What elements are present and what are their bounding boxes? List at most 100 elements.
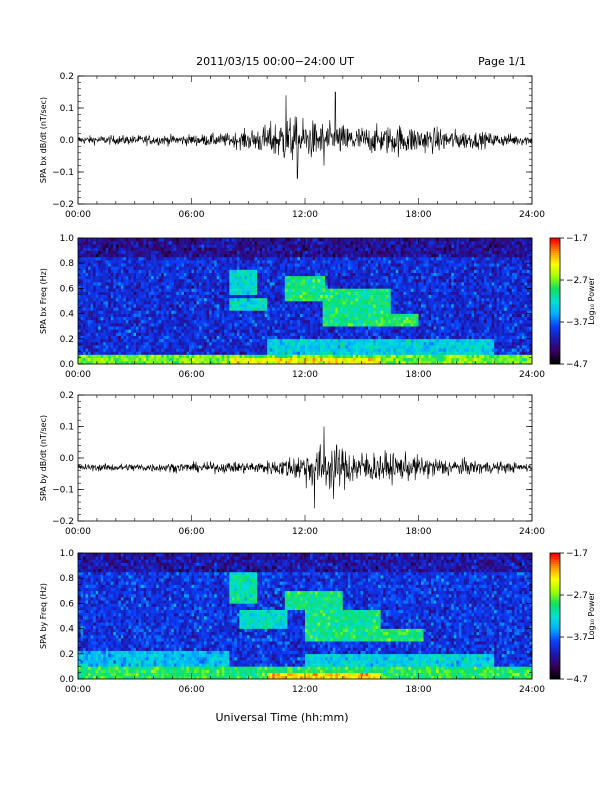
heatmap-cell <box>378 335 381 340</box>
heatmap-cell <box>294 263 298 267</box>
heatmap-cell <box>216 301 220 305</box>
heatmap-cell <box>113 335 117 340</box>
heatmap-cell <box>163 244 167 248</box>
heatmap-cell <box>166 310 170 314</box>
heatmap-cell <box>299 348 303 352</box>
x-tick-label: 06:00 <box>179 210 205 220</box>
heatmap-cell <box>337 294 341 299</box>
heatmap-cell <box>322 338 326 343</box>
heatmap-cell <box>239 319 243 324</box>
heatmap-cell <box>171 329 175 333</box>
heatmap-cell <box>136 250 139 255</box>
heatmap-cell <box>191 294 195 299</box>
heatmap-cell <box>259 357 263 362</box>
heatmap-cell <box>327 288 331 292</box>
heatmap-cell <box>88 348 91 352</box>
heatmap-cell <box>322 301 326 305</box>
heatmap-cell <box>269 269 273 273</box>
heatmap-cell <box>325 345 328 349</box>
heatmap-cell <box>370 326 374 330</box>
heatmap-cell <box>289 278 293 283</box>
heatmap-cell <box>246 301 250 305</box>
heatmap-cell <box>176 319 180 324</box>
heatmap-cell <box>93 326 96 330</box>
heatmap-cell <box>244 360 248 365</box>
heatmap-cell <box>327 316 331 321</box>
heatmap-cell <box>267 351 270 355</box>
heatmap-cell <box>249 260 253 264</box>
heatmap-cell <box>332 275 336 280</box>
heatmap-cell <box>284 241 288 245</box>
heatmap-cell <box>368 323 371 327</box>
heatmap-cell <box>234 323 238 327</box>
heatmap-cell <box>352 348 356 352</box>
heatmap-cell <box>110 282 114 286</box>
heatmap-cell <box>196 297 200 302</box>
heatmap-cell <box>166 278 170 283</box>
heatmap-cell <box>246 260 250 264</box>
heatmap-cell <box>133 345 137 349</box>
heatmap-cell <box>183 278 187 283</box>
heatmap-cell <box>327 253 331 258</box>
heatmap-cell <box>136 310 139 314</box>
heatmap-cell <box>125 272 129 277</box>
heatmap-cell <box>85 335 89 340</box>
heatmap-cell <box>183 313 187 318</box>
heatmap-cell <box>340 294 344 299</box>
heatmap-cell <box>216 354 220 358</box>
heatmap-cell <box>156 348 160 352</box>
heatmap-cell <box>297 294 301 299</box>
heatmap-cell <box>85 278 89 283</box>
heatmap-cell <box>259 341 263 346</box>
heatmap-cell <box>241 247 245 251</box>
heatmap-cell <box>148 345 152 349</box>
heatmap-cell <box>357 329 361 333</box>
heatmap-cell <box>141 282 144 286</box>
heatmap-cell <box>188 319 192 324</box>
heatmap-cell <box>310 238 313 242</box>
heatmap-cell <box>158 247 162 251</box>
heatmap-cell <box>108 275 112 280</box>
heatmap-cell <box>199 329 202 333</box>
heatmap-cell <box>317 341 321 346</box>
heatmap-cell <box>378 291 381 295</box>
heatmap-cell <box>153 250 157 255</box>
heatmap-cell <box>151 332 154 336</box>
heatmap-cell <box>138 348 142 352</box>
heatmap-cell <box>269 291 273 295</box>
heatmap-cell <box>141 316 144 321</box>
heatmap-cell <box>115 263 119 267</box>
heatmap-cell <box>118 335 122 340</box>
heatmap-cell <box>332 357 336 362</box>
heatmap-cell <box>199 304 202 308</box>
heatmap-cell <box>105 316 109 321</box>
heatmap-cell <box>224 256 228 261</box>
heatmap-cell <box>347 310 351 314</box>
heatmap-cell <box>373 338 376 343</box>
heatmap-cell <box>78 250 81 255</box>
heatmap-cell <box>151 256 154 261</box>
heatmap-cell <box>178 272 182 277</box>
heatmap-cell <box>78 341 81 346</box>
heatmap-cell <box>148 329 152 333</box>
heatmap-cell <box>297 301 301 305</box>
heatmap-cell <box>264 348 268 352</box>
heatmap-cell <box>151 338 154 343</box>
heatmap-cell <box>206 297 210 302</box>
heatmap-cell <box>365 351 369 355</box>
heatmap-cell <box>282 275 286 280</box>
heatmap-cell <box>297 332 301 336</box>
heatmap-cell <box>320 238 323 242</box>
heatmap-cell <box>95 329 99 333</box>
heatmap-cell <box>120 319 124 324</box>
heatmap-cell <box>226 282 230 286</box>
heatmap-cell <box>219 266 223 270</box>
heatmap-cell <box>257 238 260 242</box>
heatmap-cell <box>171 272 175 277</box>
heatmap-cell <box>383 260 387 264</box>
heatmap-cell <box>148 326 152 330</box>
heatmap-cell <box>95 326 99 330</box>
heatmap-cell <box>156 307 160 311</box>
heatmap-cell <box>365 335 369 340</box>
heatmap-cell <box>330 338 334 343</box>
